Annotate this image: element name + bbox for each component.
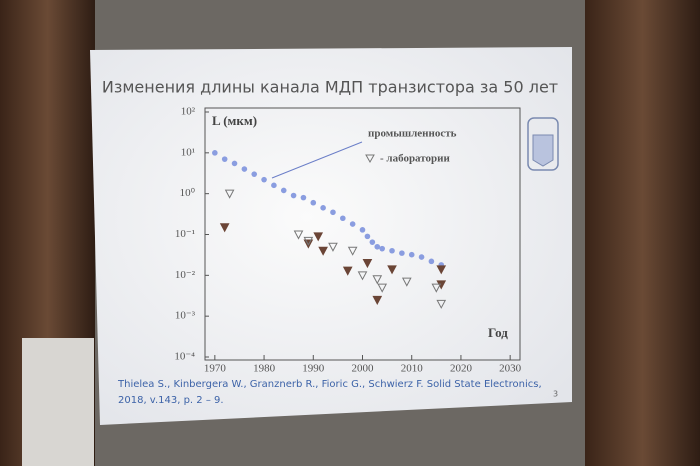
x-tick-label: 1990 — [302, 363, 325, 375]
point — [387, 265, 397, 275]
emblem — [527, 117, 559, 171]
point — [303, 236, 314, 246]
point — [330, 209, 336, 216]
point — [318, 246, 328, 256]
x-tick-label: 2020 — [450, 363, 473, 375]
x-tick-label: 2000 — [352, 363, 375, 375]
y-tick-label: 10⁻¹ — [175, 228, 195, 240]
point — [436, 299, 447, 309]
point — [313, 232, 324, 242]
point — [219, 223, 230, 233]
point — [372, 295, 383, 305]
point — [362, 259, 373, 269]
point — [369, 239, 376, 245]
point — [280, 187, 287, 194]
point — [221, 156, 228, 162]
x-tick-label: 2030 — [499, 363, 522, 375]
point — [372, 275, 383, 285]
x-tick-label: 2010 — [401, 363, 424, 375]
point — [290, 192, 297, 199]
page-number: 3 — [553, 390, 558, 399]
point — [251, 171, 258, 177]
point — [436, 265, 447, 275]
flipchart — [22, 338, 94, 466]
point — [342, 266, 353, 276]
point — [347, 246, 358, 256]
slide — [90, 47, 572, 425]
emblem-shape — [527, 117, 559, 171]
y-axis-label: L (мкм) — [212, 113, 257, 128]
point — [374, 243, 381, 250]
point — [271, 182, 277, 189]
point — [399, 250, 405, 256]
x-tick-label: 1980 — [253, 363, 276, 375]
point — [364, 233, 371, 240]
point — [401, 277, 412, 287]
point — [300, 194, 307, 201]
y-tick-label: 10⁻³ — [175, 310, 196, 322]
point — [377, 283, 388, 293]
point — [328, 242, 338, 252]
x-axis-label: Год — [488, 325, 508, 340]
slide-title: Изменения длины канала МДП транзистора з… — [102, 78, 558, 97]
legend-pointer — [271, 141, 363, 179]
point — [293, 230, 304, 240]
point — [359, 227, 366, 233]
point — [310, 199, 317, 206]
point — [418, 254, 425, 260]
y-tick-label: 10⁻⁴ — [174, 351, 195, 363]
point — [349, 221, 356, 227]
y-tick-label: 10¹ — [181, 146, 195, 158]
y-tick-label: 10⁻² — [175, 269, 196, 281]
legend-label: - лаборатории — [380, 153, 450, 165]
point — [340, 215, 346, 222]
point — [261, 176, 267, 183]
legend-label: промышленность — [368, 128, 457, 140]
point — [436, 280, 447, 290]
citation-line: Thielea S., Kinbergera W., Granznerb R.,… — [117, 379, 542, 390]
point — [408, 251, 415, 258]
emblem-shield — [532, 134, 554, 167]
point — [431, 283, 442, 293]
point — [379, 245, 385, 252]
x-tick-label: 1970 — [204, 363, 227, 375]
y-tick-label: 10⁰ — [180, 187, 196, 199]
point — [357, 271, 368, 281]
point — [231, 160, 238, 167]
point — [320, 205, 326, 211]
point — [212, 150, 218, 156]
y-tick-label: 10² — [181, 106, 196, 118]
legend-marker — [365, 154, 375, 164]
point — [241, 166, 248, 172]
point — [389, 247, 395, 254]
citation-line: 2018, v.143, p. 2 – 9. — [118, 395, 224, 406]
point — [428, 258, 435, 265]
right-curtain — [585, 0, 700, 466]
point — [224, 189, 235, 199]
